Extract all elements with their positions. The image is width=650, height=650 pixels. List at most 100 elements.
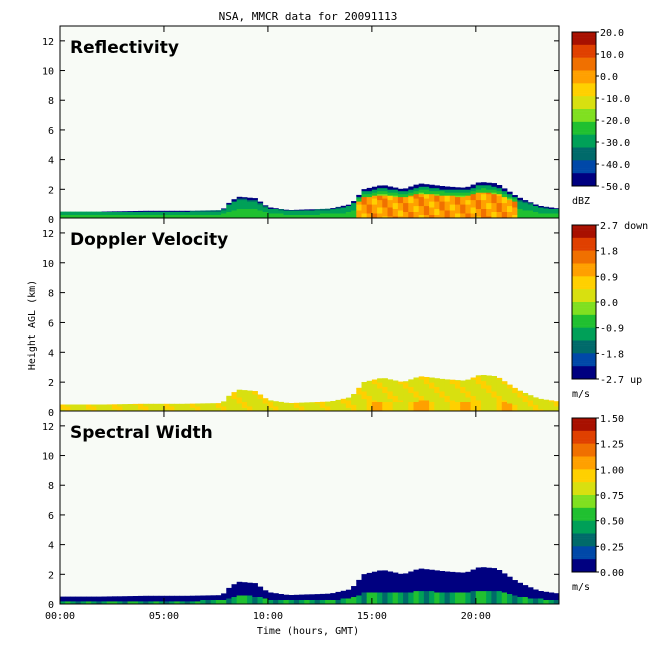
heatmap-cell — [418, 389, 425, 392]
colorbar-segment — [572, 88, 596, 92]
heatmap-cell — [247, 400, 253, 402]
heatmap-cell — [434, 407, 440, 410]
heatmap-cell — [252, 208, 258, 211]
heatmap-cell — [470, 377, 477, 380]
heatmap-cell — [470, 210, 477, 212]
heatmap-cell — [247, 205, 253, 208]
heatmap-cell — [293, 595, 300, 597]
heatmap-cell — [236, 207, 243, 209]
colorbar-tick-label: -30.0 — [600, 138, 630, 149]
heatmap-cell — [387, 404, 394, 407]
heatmap-cell — [439, 593, 445, 596]
heatmap-cell — [496, 207, 503, 209]
heatmap-cell — [226, 404, 232, 407]
heatmap-cell — [486, 593, 492, 596]
colorbar-segment — [572, 461, 596, 465]
heatmap-cell — [512, 404, 518, 407]
heatmap-cell — [507, 398, 513, 401]
heatmap-cell — [382, 586, 388, 589]
heatmap-cell — [397, 593, 404, 596]
heatmap-cell — [335, 407, 342, 410]
heatmap-cell — [231, 204, 238, 207]
heatmap-cell — [96, 404, 102, 407]
heatmap-cell — [304, 404, 310, 407]
heatmap-cell — [486, 401, 492, 404]
heatmap-cell — [496, 601, 503, 603]
heatmap-cell — [112, 214, 118, 217]
heatmap-cell — [262, 398, 269, 399]
heatmap-cell — [195, 210, 201, 212]
heatmap-cell — [236, 589, 243, 592]
heatmap-cell — [361, 199, 368, 202]
colorbar-tick-label: -0.9 — [600, 324, 624, 335]
heatmap-cell — [304, 209, 310, 211]
heatmap-cell — [236, 400, 243, 402]
heatmap-cell — [460, 187, 466, 190]
heatmap-cell — [527, 587, 534, 590]
heatmap-cell — [538, 208, 544, 211]
heatmap-cell — [226, 207, 232, 209]
heatmap-cell — [143, 213, 149, 215]
heatmap-cell — [387, 592, 394, 594]
heatmap-cell — [377, 409, 383, 411]
heatmap-cell — [382, 210, 388, 212]
heatmap-cell — [491, 189, 497, 192]
heatmap-cell — [475, 182, 482, 184]
heatmap-cell — [314, 406, 321, 408]
heatmap-cell — [361, 580, 368, 583]
heatmap-cells — [60, 567, 560, 605]
heatmap-cell — [200, 599, 206, 602]
heatmap-cell — [397, 392, 404, 395]
heatmap-cell — [496, 193, 503, 196]
heatmap-cell — [439, 394, 445, 396]
colorbar-unit-label: dBZ — [572, 196, 590, 207]
heatmap-cell — [465, 208, 471, 211]
heatmap-cell — [507, 210, 513, 212]
heatmap-cell — [283, 404, 290, 407]
colorbar-segment — [572, 325, 596, 328]
heatmap-cell — [340, 403, 347, 405]
heatmap-cell — [96, 406, 102, 408]
heatmap-cell — [200, 602, 206, 605]
heatmap-cell — [96, 213, 102, 215]
heatmap-cell — [293, 601, 300, 603]
heatmap-cell — [408, 598, 414, 600]
heatmap-cell — [205, 214, 212, 217]
heatmap-cell — [91, 406, 97, 408]
heatmap-cell — [413, 377, 420, 379]
heatmap-cell — [382, 395, 388, 398]
heatmap-cell — [241, 202, 248, 205]
heatmap-cell — [60, 596, 66, 599]
heatmap-cell — [86, 601, 92, 603]
heatmap-cell — [366, 583, 373, 586]
heatmap-cell — [501, 199, 508, 202]
heatmap-cell — [179, 596, 186, 599]
heatmap-cell — [455, 196, 461, 199]
heatmap-cell — [465, 211, 471, 214]
heatmap-cell — [231, 403, 238, 405]
heatmap-cell — [377, 589, 383, 592]
heatmap-cell — [288, 601, 295, 603]
colorbar-segment — [572, 157, 596, 161]
heatmap-cell — [423, 394, 430, 396]
heatmap-cell — [455, 193, 461, 196]
heatmap-cell — [465, 397, 471, 399]
heatmap-cell — [392, 187, 399, 189]
heatmap-cell — [501, 592, 508, 594]
heatmap-cell — [403, 575, 409, 578]
heatmap-cell — [122, 602, 128, 605]
heatmap-cell — [382, 391, 388, 393]
heatmap-cell — [210, 406, 217, 408]
heatmap-cell — [247, 406, 253, 408]
heatmap-cell — [112, 213, 118, 215]
heatmap-cell — [330, 409, 336, 411]
heatmap-cell — [252, 216, 258, 218]
heatmap-cell — [403, 207, 409, 209]
heatmap-cell — [486, 208, 492, 211]
heatmap-cell — [335, 210, 342, 212]
heatmap-cell — [361, 590, 368, 593]
heatmap-cell — [481, 382, 487, 385]
colorbar-segment — [572, 366, 596, 370]
heatmap-cell — [361, 401, 368, 404]
heatmap-cell — [335, 602, 342, 605]
